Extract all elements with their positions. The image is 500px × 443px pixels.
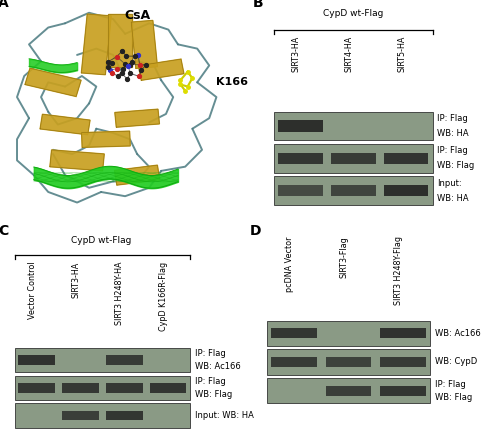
Polygon shape (138, 59, 184, 80)
Text: IP: Flag: IP: Flag (195, 377, 226, 386)
Bar (380, 357, 426, 367)
Text: CsA: CsA (124, 8, 150, 22)
Bar (14, 348, 190, 372)
Polygon shape (114, 165, 160, 185)
Bar (106, 355, 142, 365)
Text: IP: Flag: IP: Flag (195, 350, 226, 358)
Text: IP: Flag: IP: Flag (438, 147, 468, 155)
Text: CypD wt-Flag: CypD wt-Flag (71, 236, 132, 245)
Bar (331, 153, 376, 164)
Text: SIRT3 H248Y-Flag: SIRT3 H248Y-Flag (394, 236, 403, 305)
Text: B: B (252, 0, 263, 10)
Bar (14, 403, 190, 427)
Bar (326, 357, 372, 367)
Text: CypD K166R-Flag: CypD K166R-Flag (159, 261, 168, 330)
Bar (274, 112, 432, 140)
Text: SIRT3-Flag: SIRT3-Flag (340, 236, 348, 278)
Bar (267, 378, 430, 403)
Polygon shape (82, 14, 111, 75)
Bar (18, 355, 55, 365)
Bar (274, 144, 432, 173)
Text: WB: Flag: WB: Flag (438, 161, 474, 170)
Text: WB: Flag: WB: Flag (435, 392, 472, 402)
Text: WB: HA: WB: HA (438, 129, 469, 138)
Text: A: A (0, 0, 8, 10)
Text: WB: Ac166: WB: Ac166 (435, 329, 481, 338)
Text: C: C (0, 224, 8, 237)
Text: D: D (250, 224, 262, 237)
Bar (62, 411, 99, 420)
Polygon shape (50, 150, 104, 171)
Text: WB: Ac166: WB: Ac166 (195, 362, 240, 371)
Bar (150, 383, 186, 392)
Bar (384, 185, 428, 196)
Text: SIRT4-HA: SIRT4-HA (344, 36, 354, 72)
Bar (326, 385, 372, 396)
Text: WB: HA: WB: HA (438, 194, 469, 202)
Bar (18, 383, 55, 392)
Bar (271, 328, 317, 338)
Bar (380, 385, 426, 396)
Bar (380, 328, 426, 338)
Bar (331, 185, 376, 196)
Polygon shape (115, 109, 160, 127)
Text: CypD wt-Flag: CypD wt-Flag (323, 8, 384, 18)
Polygon shape (25, 68, 81, 97)
Bar (106, 383, 142, 392)
Bar (62, 383, 99, 392)
Polygon shape (132, 20, 158, 68)
Polygon shape (82, 131, 130, 148)
Text: WB: CypD: WB: CypD (435, 358, 478, 366)
Text: IP: Flag: IP: Flag (438, 114, 468, 123)
Bar (267, 321, 430, 346)
Bar (384, 153, 428, 164)
Bar (278, 185, 322, 196)
Bar (267, 349, 430, 375)
Bar (14, 376, 190, 400)
Bar (271, 357, 317, 367)
Text: WB: Flag: WB: Flag (195, 389, 232, 399)
Text: SIRT3-HA: SIRT3-HA (72, 261, 80, 298)
Text: Vector Control: Vector Control (28, 261, 36, 319)
Text: Input: WB: HA: Input: WB: HA (195, 411, 254, 420)
Bar (278, 120, 322, 132)
Text: IP: Flag: IP: Flag (435, 380, 466, 389)
Text: SIRT3 H248Y-HA: SIRT3 H248Y-HA (115, 261, 124, 325)
Bar (106, 411, 142, 420)
Bar (278, 153, 322, 164)
Bar (274, 176, 432, 205)
Polygon shape (40, 114, 90, 135)
Text: SIRT3-HA: SIRT3-HA (292, 36, 300, 72)
Text: K166: K166 (216, 78, 248, 87)
Text: Input:: Input: (438, 179, 462, 188)
Polygon shape (108, 14, 132, 66)
Text: SIRT5-HA: SIRT5-HA (397, 36, 406, 72)
Text: pcDNA Vector: pcDNA Vector (285, 236, 294, 292)
